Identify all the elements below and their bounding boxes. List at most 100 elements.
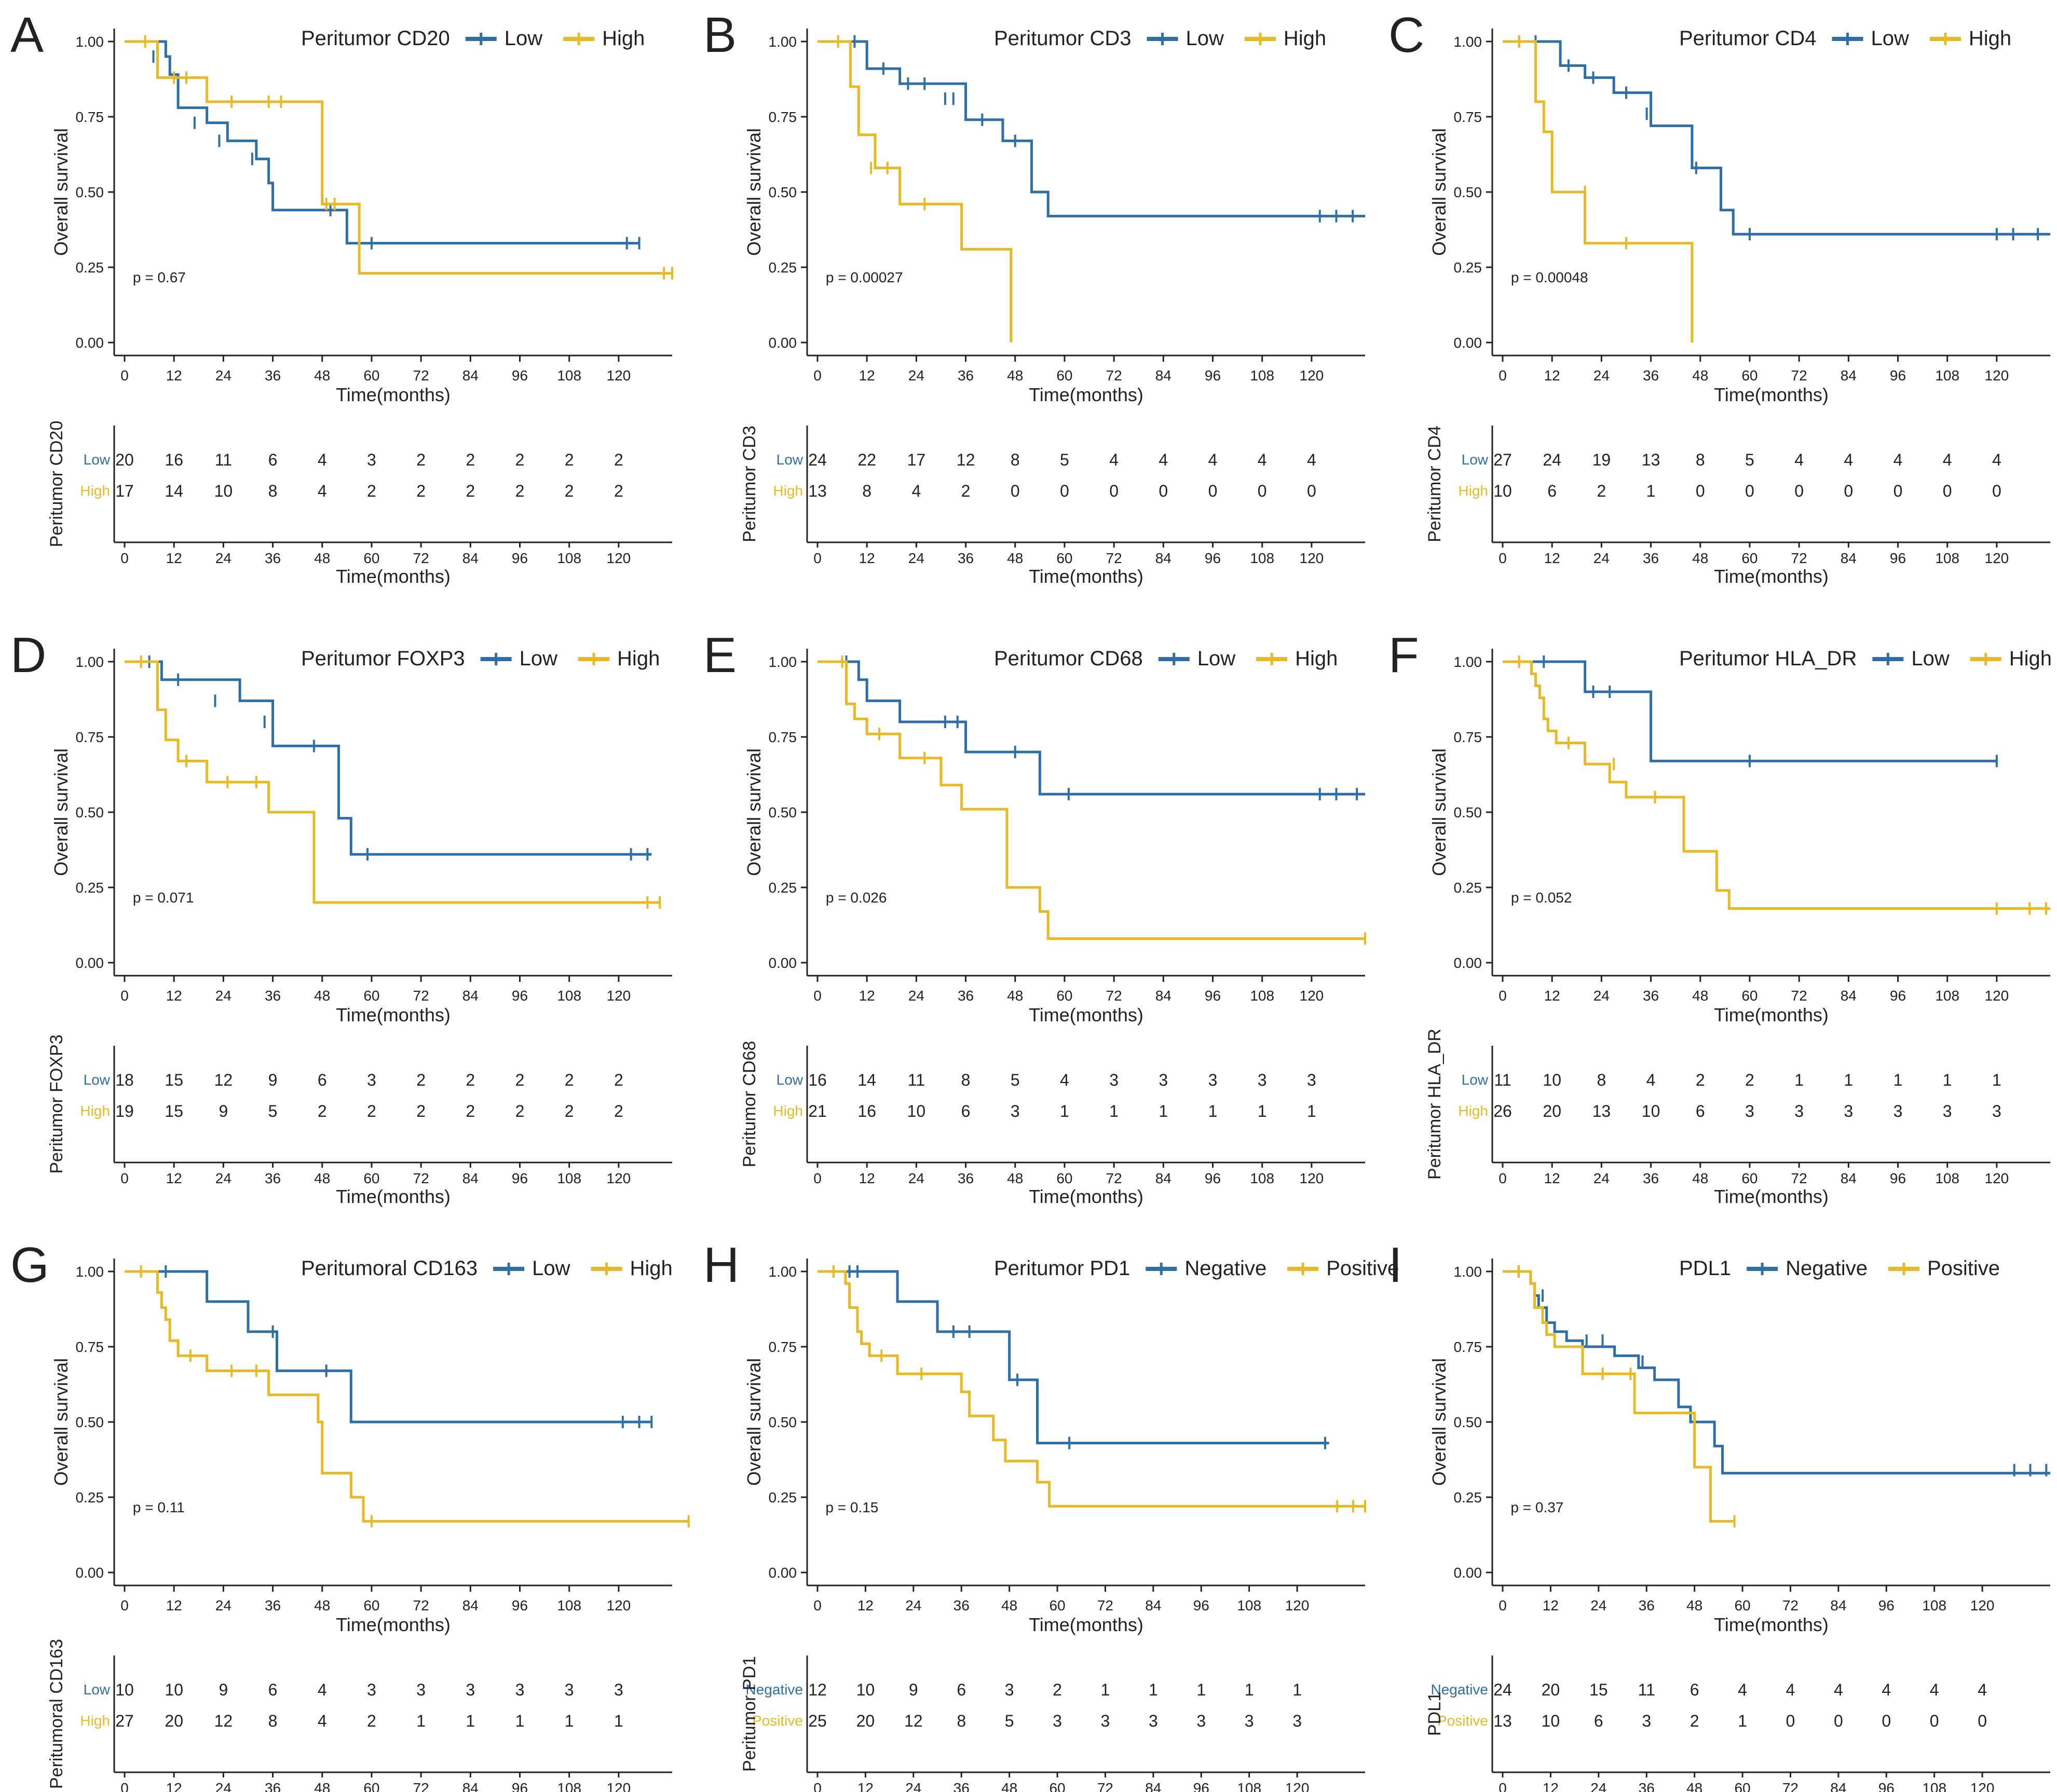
risk-table-title: Peritumor CD3 <box>740 426 759 542</box>
risk-count: 0 <box>1258 482 1267 500</box>
risk-x-tick-label: 60 <box>1056 1170 1072 1186</box>
risk-count: 4 <box>1943 450 1952 469</box>
risk-count: 1 <box>1245 1680 1254 1699</box>
risk-count: 1 <box>1992 1071 2001 1089</box>
risk-x-tick-label: 72 <box>413 550 429 566</box>
risk-x-tick-label: 84 <box>1145 1780 1161 1792</box>
risk-count: 3 <box>1258 1071 1267 1089</box>
risk-count: 0 <box>1159 482 1168 500</box>
risk-table-title: Peritumor CD4 <box>1425 426 1445 542</box>
km-curve-high <box>818 40 1013 343</box>
risk-count: 4 <box>1844 450 1853 469</box>
risk-x-tick-label: 72 <box>413 1780 429 1792</box>
risk-row-label: Low <box>84 1681 111 1698</box>
x-tick-label: 96 <box>1205 367 1221 384</box>
x-tick-label: 12 <box>857 1597 874 1613</box>
risk-count: 6 <box>268 1680 278 1699</box>
risk-count: 8 <box>268 1712 278 1730</box>
x-tick-label: 48 <box>314 367 330 384</box>
y-tick-label: 0.00 <box>76 335 104 351</box>
risk-x-tick-label: 84 <box>462 1780 479 1792</box>
x-tick-label: 84 <box>462 1597 479 1613</box>
risk-x-tick-label: 0 <box>120 550 129 566</box>
risk-x-tick-label: 12 <box>857 1780 874 1792</box>
risk-row-label: High <box>80 1103 110 1119</box>
risk-x-tick-label: 108 <box>557 1170 581 1186</box>
x-tick-label: 120 <box>1985 367 2009 384</box>
risk-x-tick-label: 0 <box>813 550 822 566</box>
risk-x-tick-label: 48 <box>314 550 330 566</box>
y-tick-label: 1.00 <box>1454 34 1482 50</box>
legend-label: Low <box>1871 27 1909 50</box>
y-tick-label: 0.00 <box>76 1565 104 1581</box>
risk-x-axis-title: Time(months) <box>1029 1186 1143 1207</box>
risk-count: 3 <box>1159 1071 1168 1089</box>
y-axis-title: Overall survival <box>743 1358 765 1486</box>
risk-x-tick-label: 0 <box>813 1170 822 1186</box>
risk-count: 6 <box>961 1102 971 1120</box>
risk-count: 0 <box>1992 482 2001 500</box>
risk-count: 2 <box>515 450 525 469</box>
y-tick-label: 1.00 <box>1454 654 1482 670</box>
risk-count: 2 <box>515 1102 525 1120</box>
risk-row-label: High <box>80 483 110 499</box>
risk-count: 4 <box>1258 450 1267 469</box>
x-tick-label: 12 <box>166 367 182 384</box>
legend-label: High <box>630 1257 673 1280</box>
x-tick-label: 24 <box>215 1597 231 1613</box>
risk-x-tick-label: 72 <box>1106 550 1122 566</box>
risk-x-tick-label: 108 <box>1250 1170 1274 1186</box>
risk-table-title: Peritumoral CD163 <box>47 1639 66 1789</box>
risk-count: 2 <box>416 1071 426 1089</box>
risk-count: 6 <box>1594 1712 1603 1730</box>
legend-label: High <box>1284 27 1326 50</box>
y-tick-label: 0.50 <box>1454 184 1482 200</box>
risk-x-tick-label: 36 <box>1643 550 1659 566</box>
risk-count: 2 <box>466 482 475 500</box>
x-tick-label: 12 <box>1543 1597 1559 1613</box>
legend-title: Peritumor HLA_DR <box>1679 647 1857 670</box>
risk-x-axis-title: Time(months) <box>1029 566 1143 587</box>
legend-label: Low <box>1911 647 1949 670</box>
x-tick-label: 12 <box>1544 988 1560 1004</box>
risk-x-tick-label: 48 <box>1686 1780 1702 1792</box>
risk-count: 4 <box>911 482 921 500</box>
p-value: p = 0.026 <box>826 890 887 906</box>
risk-count: 25 <box>808 1712 827 1730</box>
risk-x-tick-label: 60 <box>1741 1170 1758 1186</box>
legend: PDL1 Negative Positive <box>1679 1257 2000 1280</box>
risk-x-tick-label: 120 <box>1985 1170 2009 1186</box>
risk-count: 10 <box>115 1680 134 1699</box>
x-axis-title: Time(months) <box>336 384 451 405</box>
risk-x-tick-label: 96 <box>512 1780 528 1792</box>
x-tick-label: 48 <box>1686 1597 1702 1613</box>
x-tick-label: 60 <box>1734 1597 1750 1613</box>
risk-count: 4 <box>1992 450 2001 469</box>
y-tick-label: 0.75 <box>769 729 797 745</box>
y-axis-title: Overall survival <box>743 748 765 876</box>
y-tick-label: 0.50 <box>769 184 797 200</box>
risk-count: 6 <box>1547 482 1557 500</box>
risk-count: 17 <box>115 482 134 500</box>
risk-table-title: PDL1 <box>1425 1692 1445 1736</box>
risk-x-tick-label: 96 <box>1890 550 1906 566</box>
legend: Peritumor FOXP3 Low High <box>301 647 660 670</box>
risk-count: 14 <box>857 1071 876 1089</box>
x-tick-label: 96 <box>1890 988 1906 1004</box>
x-tick-label: 48 <box>1692 367 1708 384</box>
risk-table-title: Peritumor CD68 <box>740 1041 759 1168</box>
risk-count: 13 <box>1642 450 1660 469</box>
legend-label: Low <box>1197 647 1235 670</box>
x-tick-label: 36 <box>1639 1597 1655 1613</box>
x-tick-label: 120 <box>1985 988 2009 1004</box>
x-tick-label: 84 <box>462 367 479 384</box>
km-curve-low <box>818 660 1365 796</box>
risk-x-axis-title: Time(months) <box>336 566 451 587</box>
risk-count: 10 <box>1542 1712 1560 1730</box>
legend-label: Negative <box>1184 1257 1266 1280</box>
risk-x-tick-label: 36 <box>265 1780 281 1792</box>
risk-count: 20 <box>165 1712 183 1730</box>
risk-row-label: Low <box>84 1072 111 1088</box>
x-tick-label: 36 <box>265 988 281 1004</box>
risk-count: 10 <box>1543 1071 1561 1089</box>
